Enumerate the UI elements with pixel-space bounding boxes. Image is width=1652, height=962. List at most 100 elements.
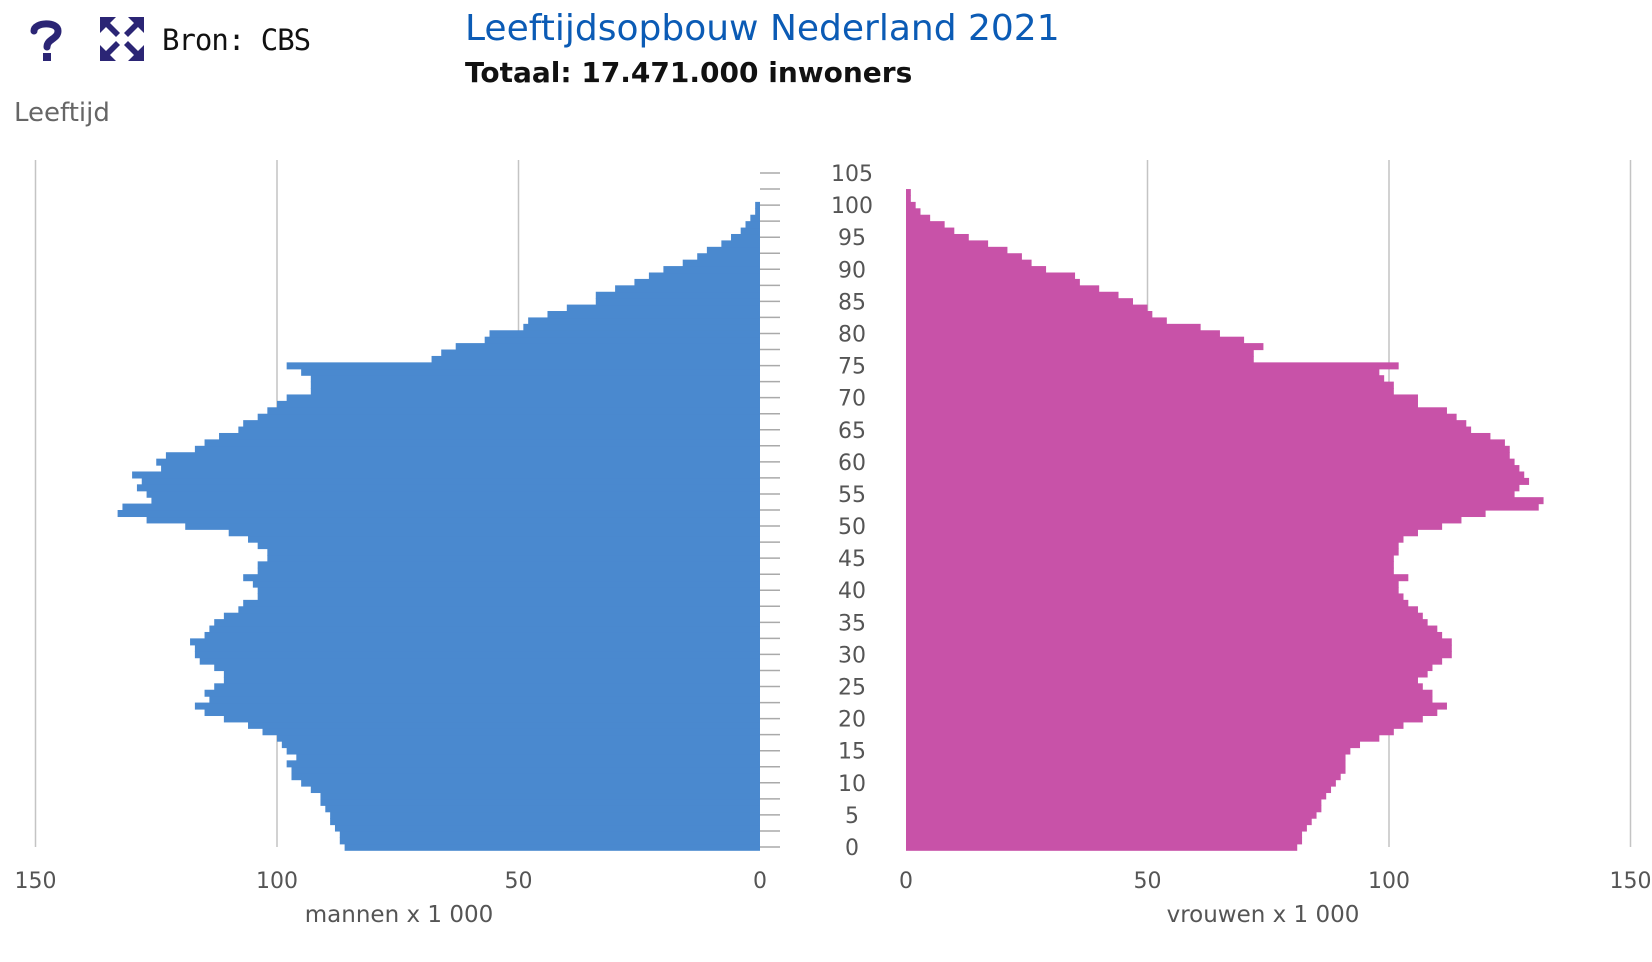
women-bar <box>906 728 1394 736</box>
men-bar <box>267 407 760 415</box>
age-tick-label: 35 <box>838 611 866 636</box>
men-bar <box>252 580 760 588</box>
age-tick-label: 95 <box>838 226 866 251</box>
women-bar <box>906 805 1322 813</box>
women-bar <box>906 830 1303 838</box>
age-tick-label: 5 <box>845 804 859 829</box>
women-bar <box>906 824 1307 832</box>
women-bar <box>906 529 1418 537</box>
men-bar <box>194 445 760 453</box>
women-bar <box>906 535 1404 543</box>
women-bar <box>906 638 1452 646</box>
chart-title: Leeftijdsopbouw Nederland 2021 <box>465 8 1060 49</box>
men-bar <box>648 272 760 280</box>
men-bar <box>132 471 761 479</box>
women-bar <box>906 214 931 222</box>
women-bar <box>906 368 1380 376</box>
men-bar <box>441 349 760 357</box>
y-axis-title: Leeftijd <box>14 98 110 128</box>
question-mark-icon[interactable] <box>26 15 66 65</box>
value-tick-right: 0 <box>899 869 913 894</box>
men-bar <box>214 664 760 672</box>
women-bar <box>906 664 1433 672</box>
men-bar <box>257 413 760 421</box>
age-tick-label: 50 <box>838 515 866 540</box>
men-bar <box>334 824 760 832</box>
men-bar <box>190 638 760 646</box>
women-bar <box>906 753 1346 761</box>
age-tick-label: 45 <box>838 547 866 572</box>
men-bar <box>228 529 760 537</box>
women-bar <box>906 375 1385 383</box>
men-bar <box>721 240 760 248</box>
men-bar <box>431 355 760 363</box>
men-bar <box>204 689 761 697</box>
men-bar <box>286 362 760 370</box>
men-bar <box>277 734 760 742</box>
value-tick-left: 0 <box>753 869 767 894</box>
men-bar <box>291 766 760 774</box>
men-bar <box>243 599 760 607</box>
women-bar <box>906 510 1486 518</box>
men-bar <box>209 696 760 704</box>
age-tick-label: 30 <box>838 643 866 668</box>
women-bar <box>906 542 1399 550</box>
women-bar <box>906 407 1447 415</box>
women-bar <box>906 458 1515 466</box>
men-bar <box>122 503 760 511</box>
women-bar <box>906 619 1428 627</box>
women-bar <box>906 657 1443 665</box>
women-bar <box>906 741 1361 749</box>
women-bar <box>906 676 1418 684</box>
age-tick-label: 10 <box>838 772 866 797</box>
men-bar <box>238 426 761 434</box>
women-bar <box>906 362 1399 370</box>
women-bar <box>906 317 1167 325</box>
women-bar <box>906 189 911 197</box>
women-bar <box>906 792 1327 800</box>
men-bar <box>267 548 760 556</box>
women-bar <box>906 201 916 209</box>
women-bar <box>906 285 1100 293</box>
men-bar <box>257 593 760 601</box>
men-bar <box>286 394 760 402</box>
women-bar <box>906 593 1404 601</box>
women-bar <box>906 786 1332 794</box>
women-bar <box>906 516 1462 524</box>
women-bar <box>906 497 1544 505</box>
age-tick-label: 80 <box>838 322 866 347</box>
men-bar <box>310 381 760 389</box>
women-bar <box>906 696 1433 704</box>
age-axis: 0 5 10 15 20 25 30 35 40 45 50 55 60 65 70 75 80 85 90 95 10… <box>760 162 873 861</box>
men-bar <box>223 670 760 678</box>
women-bar <box>906 471 1525 479</box>
men-bar <box>310 388 760 396</box>
women-bar <box>906 388 1394 396</box>
women-bar <box>906 567 1394 575</box>
men-bar <box>740 227 760 235</box>
women-bar <box>906 400 1418 408</box>
men-axis-title: mannen x 1 000 <box>305 902 493 928</box>
men-bar <box>219 432 761 440</box>
women-bar <box>906 837 1303 845</box>
men-bar <box>267 554 760 562</box>
women-bar <box>906 612 1423 620</box>
men-bar <box>301 368 760 376</box>
age-tick-label: 20 <box>838 708 866 733</box>
value-tick-left: 50 <box>505 869 533 894</box>
women-bar <box>906 580 1399 588</box>
age-tick-label: 105 <box>831 162 873 187</box>
women-bar <box>906 811 1317 819</box>
men-bar <box>281 741 760 749</box>
age-tick-label: 100 <box>831 194 873 219</box>
men-bar <box>566 304 760 312</box>
men-bar <box>301 779 760 787</box>
women-bar <box>906 708 1438 717</box>
men-bar <box>731 233 760 241</box>
men-bar <box>165 452 760 460</box>
women-bar <box>906 381 1394 389</box>
women-bar <box>906 227 955 235</box>
men-bar <box>325 805 760 813</box>
men-bar <box>194 644 760 652</box>
expand-arrows-icon[interactable] <box>98 15 148 65</box>
